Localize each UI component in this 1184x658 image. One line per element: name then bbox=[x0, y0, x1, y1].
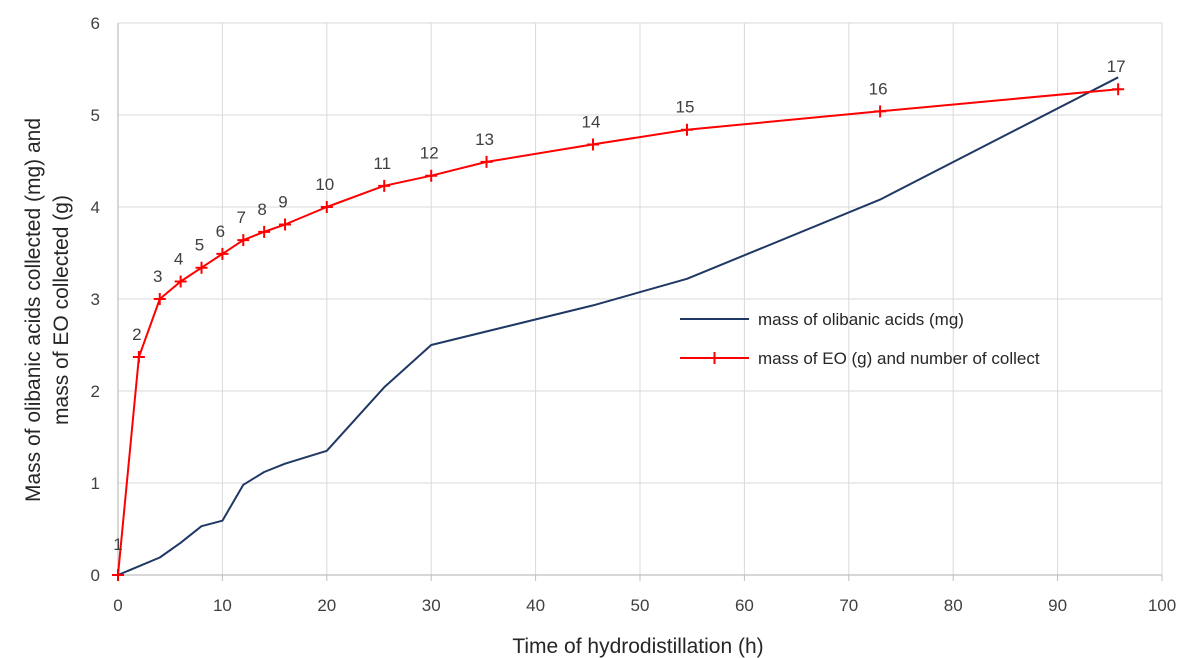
collect-number-label: 15 bbox=[676, 98, 695, 117]
y-tick-label: 5 bbox=[91, 106, 100, 125]
eo-data-point bbox=[132, 350, 145, 363]
legend-label-olibanic: mass of olibanic acids (mg) bbox=[758, 310, 964, 329]
eo-data-point bbox=[216, 247, 229, 260]
x-tick-label: 20 bbox=[317, 596, 336, 615]
axes bbox=[117, 23, 1163, 581]
y-tick-label: 0 bbox=[91, 566, 100, 585]
collect-number-label: 12 bbox=[420, 144, 439, 163]
collect-number-label: 6 bbox=[216, 222, 225, 241]
collect-number-label: 2 bbox=[132, 325, 141, 344]
y-tick-label: 1 bbox=[91, 474, 100, 493]
collect-number-label: 11 bbox=[373, 154, 391, 173]
eo-data-point bbox=[174, 275, 187, 288]
eo-data-point bbox=[425, 169, 438, 182]
eo-data-point bbox=[680, 123, 693, 136]
collect-number-label: 16 bbox=[869, 79, 888, 98]
series-line-eo bbox=[117, 88, 1119, 576]
x-tick-labels: 0 10 20 30 40 50 60 70 80 90 100 bbox=[113, 596, 1176, 615]
collect-number-label: 4 bbox=[174, 250, 183, 269]
collect-number-label: 8 bbox=[257, 200, 266, 219]
series-lines bbox=[117, 76, 1119, 576]
eo-data-point bbox=[237, 234, 250, 247]
y-axis-title-line-1: Mass of olibanic acids collected (mg) an… bbox=[22, 118, 45, 502]
x-axis-title: Time of hydrodistillation (h) bbox=[512, 635, 763, 658]
x-tick-label: 80 bbox=[944, 596, 963, 615]
eo-data-point bbox=[378, 179, 391, 192]
eo-data-point bbox=[195, 261, 208, 274]
x-tick-label: 10 bbox=[213, 596, 232, 615]
x-tick-label: 50 bbox=[631, 596, 650, 615]
y-tick-labels: 0 1 2 3 4 5 6 bbox=[91, 14, 100, 585]
legend: mass of olibanic acids (mg) mass of EO (… bbox=[680, 310, 1040, 368]
eo-data-point bbox=[258, 225, 271, 238]
collect-number-label: 1 bbox=[113, 535, 122, 554]
collect-number-label: 14 bbox=[582, 112, 601, 131]
collect-number-label: 9 bbox=[278, 192, 287, 211]
collect-number-label: 13 bbox=[475, 130, 494, 149]
x-tick-label: 100 bbox=[1148, 596, 1176, 615]
x-tick-label: 70 bbox=[839, 596, 858, 615]
y-tick-label: 4 bbox=[91, 198, 100, 217]
eo-data-point bbox=[587, 138, 600, 151]
eo-data-point bbox=[320, 201, 333, 213]
grid-lines bbox=[117, 22, 1163, 576]
y-axis-title: Mass of olibanic acids collected (mg) an… bbox=[22, 118, 73, 502]
eo-data-point bbox=[112, 569, 124, 581]
series-line-olibanic-acids bbox=[117, 76, 1119, 576]
series-markers bbox=[112, 83, 1125, 581]
eo-data-point bbox=[1112, 83, 1125, 96]
legend-label-eo: mass of EO (g) and number of collect bbox=[758, 349, 1040, 368]
eo-data-point bbox=[874, 105, 887, 118]
legend-marker-eo bbox=[708, 352, 721, 364]
x-tick-label: 90 bbox=[1048, 596, 1067, 615]
x-tick-label: 0 bbox=[113, 596, 122, 615]
x-tick-label: 60 bbox=[735, 596, 754, 615]
y-axis-title-line-2: mass of EO collected (g) bbox=[50, 195, 73, 425]
collect-number-label: 17 bbox=[1107, 57, 1126, 76]
collect-number-label: 10 bbox=[315, 175, 334, 194]
x-tick-label: 40 bbox=[526, 596, 545, 615]
eo-data-point bbox=[153, 293, 166, 305]
eo-data-point bbox=[279, 218, 292, 231]
collect-number-label: 3 bbox=[153, 267, 162, 286]
collect-number-label: 5 bbox=[195, 236, 204, 255]
x-tick-label: 30 bbox=[422, 596, 441, 615]
eo-data-point bbox=[480, 155, 493, 168]
collect-number-label: 7 bbox=[237, 208, 246, 227]
y-tick-label: 2 bbox=[91, 382, 100, 401]
y-tick-label: 3 bbox=[91, 290, 100, 309]
y-tick-label: 6 bbox=[91, 14, 100, 33]
